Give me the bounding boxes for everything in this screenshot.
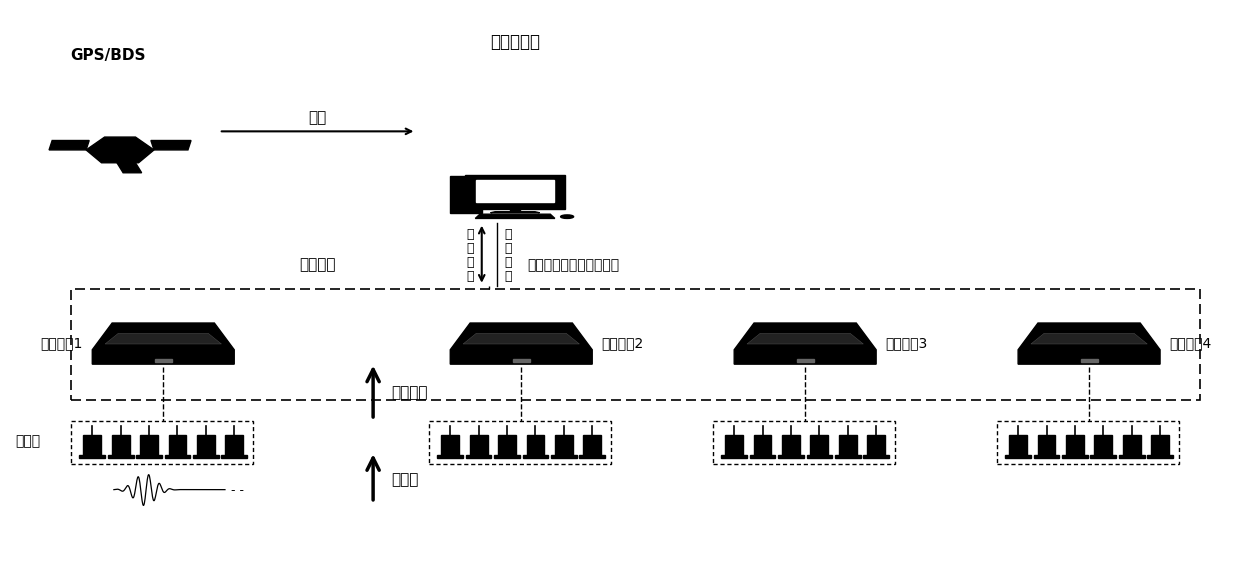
Bar [112,436,129,455]
Bar [136,455,162,458]
Bar [498,436,516,455]
Bar [835,455,861,458]
Bar [811,436,828,455]
Bar [839,436,857,455]
Polygon shape [491,212,539,213]
Bar [796,359,813,362]
Polygon shape [746,334,863,344]
Bar [806,455,832,458]
Polygon shape [463,334,579,344]
Text: 时
间
信
号: 时 间 信 号 [503,228,511,283]
Polygon shape [450,323,593,364]
Text: 监测服务器: 监测服务器 [490,33,541,51]
Bar [169,436,186,455]
Bar [83,436,102,455]
Text: 模拟信号: 模拟信号 [392,385,428,400]
Text: 采集分站2: 采集分站2 [601,336,644,350]
Polygon shape [151,140,191,150]
Bar [527,436,544,455]
Text: 采集分站4: 采集分站4 [1169,336,1211,350]
Bar [782,436,800,455]
Bar [222,455,247,458]
Bar [470,436,487,455]
Polygon shape [105,334,222,344]
Text: （可融入矿山工业环网）: （可融入矿山工业环网） [527,258,620,272]
Bar [140,436,157,455]
Bar [551,455,577,458]
Bar [155,359,172,362]
Polygon shape [117,163,141,173]
Bar [438,455,463,458]
Text: - -: - - [231,484,244,497]
Bar [193,455,218,458]
Text: GPS/BDS: GPS/BDS [71,48,146,63]
Polygon shape [86,137,154,163]
Bar [722,455,746,458]
Bar [495,455,520,458]
Bar [725,436,743,455]
Bar [165,455,190,458]
Bar [1061,455,1087,458]
Text: 数字信号: 数字信号 [299,257,336,272]
Bar [579,455,605,458]
Bar [863,455,889,458]
Bar [108,455,134,458]
Polygon shape [92,323,234,364]
Ellipse shape [560,215,574,219]
Text: 授时: 授时 [309,111,326,126]
Polygon shape [1030,334,1147,344]
Bar [1080,359,1097,362]
Bar [226,436,243,455]
Polygon shape [50,140,89,150]
Bar [1066,436,1084,455]
Bar [867,436,885,455]
Bar [1006,455,1030,458]
Bar [441,436,459,455]
Bar [750,455,775,458]
Bar [583,436,601,455]
Bar [1118,455,1145,458]
Text: 采集分站3: 采集分站3 [885,336,928,350]
Polygon shape [734,323,877,364]
Bar [1122,436,1141,455]
Bar [1151,436,1169,455]
Bar [79,455,105,458]
Polygon shape [1018,323,1161,364]
Bar [779,455,804,458]
Bar [512,359,529,362]
Bar [1090,455,1116,458]
Polygon shape [475,214,554,219]
FancyBboxPatch shape [450,176,482,213]
Text: 传感器: 传感器 [15,434,40,448]
Bar [1034,455,1059,458]
Bar [522,455,548,458]
Text: 数
据
信
号: 数 据 信 号 [466,228,475,283]
Bar [1038,436,1055,455]
FancyBboxPatch shape [476,179,554,203]
Bar [754,436,771,455]
FancyBboxPatch shape [465,175,565,208]
FancyBboxPatch shape [510,208,521,211]
Text: 采集分站1: 采集分站1 [41,336,83,350]
Bar [1009,436,1027,455]
Bar [1147,455,1173,458]
Bar [1095,436,1112,455]
Bar [466,455,491,458]
Bar [556,436,573,455]
Bar [197,436,215,455]
Text: 振动波: 振动波 [392,473,419,488]
